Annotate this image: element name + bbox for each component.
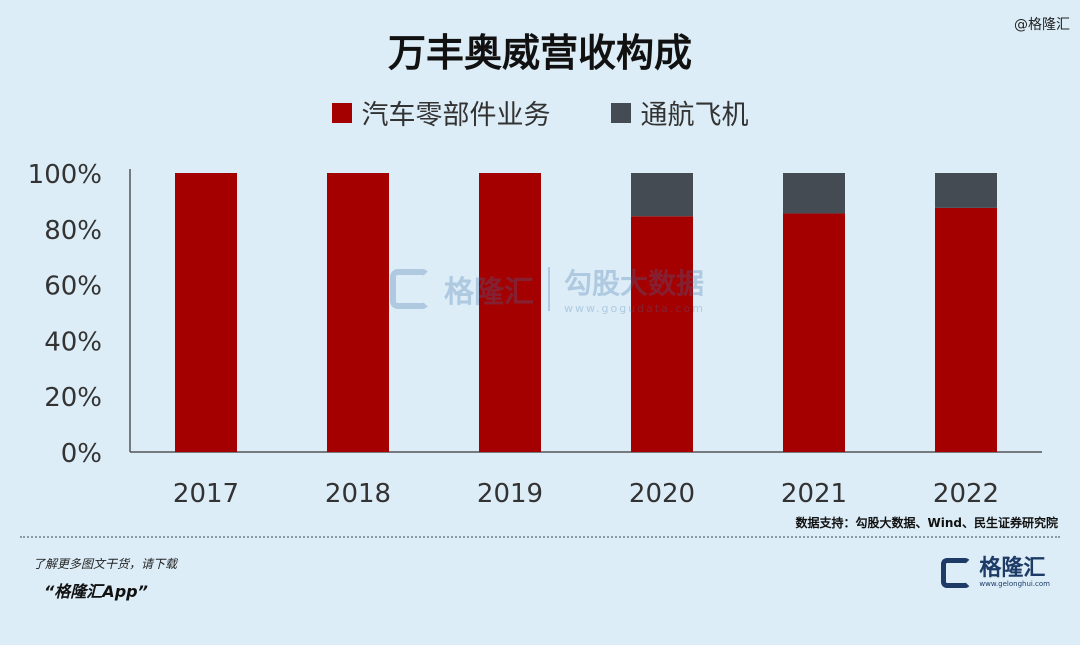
- brand-url: www.gelonghui.com: [979, 580, 1050, 588]
- corner-watermark: @格隆汇: [1014, 17, 1070, 33]
- brand-g-icon: [941, 558, 972, 588]
- promo-line-1: 了解更多图文干货，请下载: [33, 557, 178, 571]
- legend-label-aircraft: 通航飞机: [640, 100, 749, 131]
- bar-chart: 0% 20% 40% 60% 80% 100% 2017 2018 2019 2020 2021 20…: [28, 160, 1042, 509]
- legend-swatch-aircraft: [610, 102, 631, 123]
- bar-auto-parts: [327, 173, 389, 452]
- watermark-right: 勾股大数据 www.gogudata.com: [564, 262, 705, 315]
- legend: 汽车零部件业务 通航飞机: [0, 93, 1080, 132]
- bar-aircraft: [783, 173, 845, 214]
- legend-swatch-auto-parts: [331, 102, 352, 123]
- bar-auto-parts: [935, 207, 997, 452]
- bar-auto-parts: [479, 173, 541, 452]
- legend-label-auto-parts: 汽车零部件业务: [361, 100, 551, 131]
- source-note: 数据支持：勾股大数据、Wind、民生证券研究院: [795, 516, 1058, 530]
- watermark-left-text: 格隆汇: [444, 274, 534, 310]
- legend-item-aircraft: 通航飞机: [610, 93, 749, 132]
- watermark-divider: [548, 266, 550, 311]
- x-tick-label: 2017: [173, 479, 239, 509]
- bar-auto-parts: [175, 173, 237, 452]
- promo-line-2: “格隆汇App”: [44, 582, 148, 601]
- watermark-right-url: www.gogudata.com: [564, 302, 705, 315]
- x-tick-label: 2022: [933, 479, 999, 509]
- legend-item-auto-parts: 汽车零部件业务: [331, 93, 551, 132]
- watermark: 格隆汇 勾股大数据 www.gogudata.com: [390, 262, 705, 315]
- x-tick-label: 2021: [781, 479, 847, 509]
- bar-auto-parts: [631, 216, 693, 452]
- bar-aircraft: [935, 173, 997, 208]
- y-tick-label: 60%: [44, 272, 102, 302]
- brand-text: 格隆汇 www.gelonghui.com: [979, 556, 1050, 589]
- x-tick-label: 2018: [325, 479, 391, 509]
- y-tick-label: 100%: [28, 160, 102, 190]
- brand-logo: 格隆汇 www.gelonghui.com: [941, 558, 1050, 588]
- watermark-right-title: 勾股大数据: [564, 267, 705, 300]
- y-tick-label: 20%: [44, 383, 102, 413]
- y-tick-label: 0%: [61, 439, 102, 469]
- chart-title: 万丰奥威营收构成: [387, 31, 692, 75]
- y-tick-label: 40%: [44, 327, 102, 357]
- bar-auto-parts: [783, 213, 845, 452]
- x-tick-label: 2019: [477, 479, 543, 509]
- bar-aircraft: [631, 173, 693, 217]
- x-tick-label: 2020: [629, 479, 695, 509]
- brand-name: 格隆汇: [979, 556, 1046, 581]
- y-tick-label: 80%: [44, 216, 102, 246]
- watermark-logo-icon: [390, 268, 430, 309]
- dotted-divider: [20, 536, 1060, 538]
